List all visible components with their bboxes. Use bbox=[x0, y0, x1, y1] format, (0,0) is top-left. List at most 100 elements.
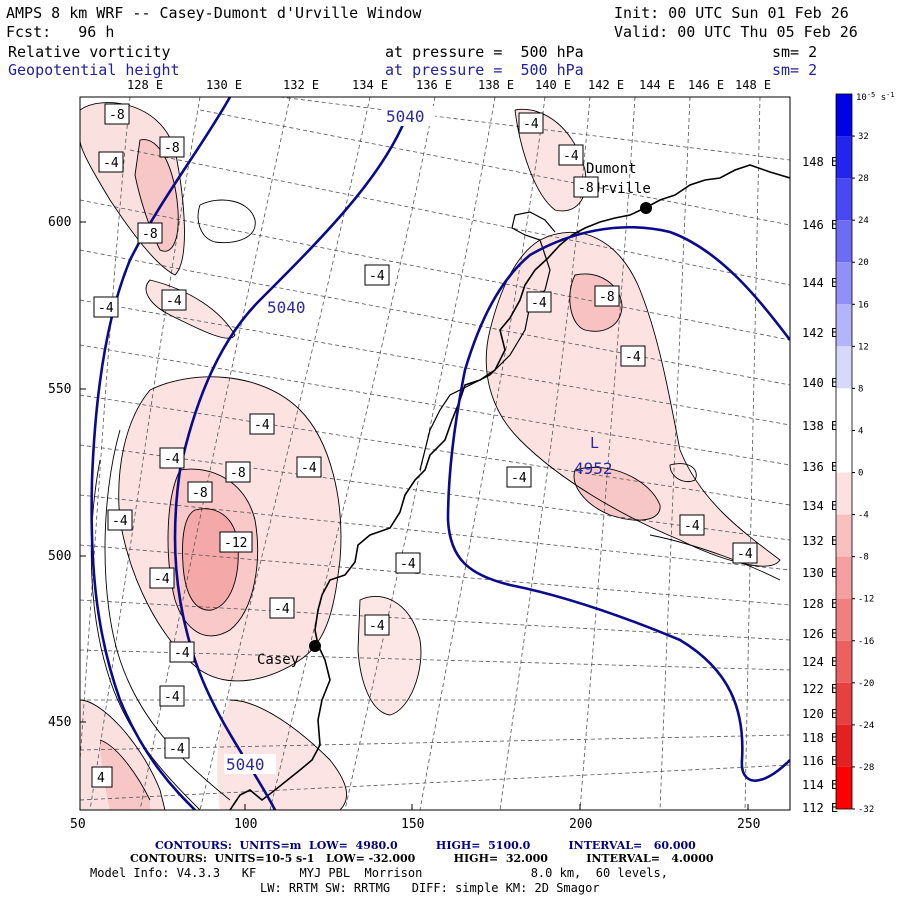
right-lat-label: 118 E bbox=[802, 731, 838, 745]
colorbar-cell bbox=[836, 430, 852, 473]
svg-text:-4: -4 bbox=[154, 572, 170, 587]
field1-smoothing: sm= 2 bbox=[772, 43, 818, 61]
vort-contour-1 bbox=[80, 102, 185, 276]
svg-text:-4: -4 bbox=[166, 294, 182, 309]
vort-label-box: -4 bbox=[249, 413, 275, 435]
parallel-9 bbox=[80, 444, 790, 541]
height-contour-middle bbox=[173, 119, 407, 810]
svg-text:-4: -4 bbox=[274, 602, 290, 617]
top-lon-label: 132 E bbox=[283, 78, 319, 92]
vort-label-box: -4 bbox=[364, 264, 390, 286]
colorbar-cell bbox=[836, 94, 852, 137]
y-tick-label: 550 bbox=[48, 382, 71, 397]
svg-text:-4: -4 bbox=[103, 156, 119, 171]
vort-label-box: -4 bbox=[161, 289, 187, 311]
svg-text:-12: -12 bbox=[224, 536, 247, 551]
svg-text:-4: -4 bbox=[164, 452, 180, 467]
svg-text:-4: -4 bbox=[369, 269, 385, 284]
colorbar-cell bbox=[836, 220, 852, 263]
colorbar-cells bbox=[836, 94, 852, 809]
svg-text:-4: -4 bbox=[511, 471, 527, 486]
meridian-7 bbox=[419, 97, 546, 810]
vort-contour-13 bbox=[357, 596, 422, 716]
vort-label-box: -4 bbox=[98, 151, 124, 173]
svg-text:-8: -8 bbox=[192, 486, 208, 501]
meridian-3 bbox=[139, 97, 291, 810]
svg-text:-4: -4 bbox=[369, 619, 385, 634]
vort-contour-16 bbox=[569, 273, 623, 332]
svg-text:-8: -8 bbox=[578, 181, 594, 196]
top-lon-label: 138 E bbox=[478, 78, 514, 92]
height-label: 4952 bbox=[574, 459, 613, 478]
top-lon-labels: 128 E 130 E 132 E 134 E 136 E 138 E 140 … bbox=[127, 78, 771, 92]
vort-label-box: -8 bbox=[159, 136, 185, 158]
svg-text:-4: -4 bbox=[523, 117, 539, 132]
right-lat-label: 126 E bbox=[802, 627, 838, 641]
vort-patch-right-low bbox=[574, 467, 661, 521]
meridian-11 bbox=[744, 97, 761, 810]
top-lon-label: 146 E bbox=[688, 78, 724, 92]
x-tick-label: 250 bbox=[737, 817, 760, 832]
colorbar-label: 12 bbox=[858, 342, 869, 352]
colorbar-label: -24 bbox=[858, 721, 874, 731]
meridian-4 bbox=[199, 97, 371, 810]
svg-text:-4: -4 bbox=[301, 461, 317, 476]
vort-label-box: -4 bbox=[159, 685, 185, 707]
vort-label-box: -4 bbox=[149, 567, 175, 589]
vort-contour-10 bbox=[80, 699, 166, 810]
vort-contour-15 bbox=[485, 231, 781, 567]
vort-label-box: -4 bbox=[518, 112, 544, 134]
x-tick-label: 150 bbox=[401, 817, 424, 832]
vort-label-box: -12 bbox=[219, 531, 253, 553]
parallel-3 bbox=[129, 149, 790, 286]
vort-label-box: -8 bbox=[104, 103, 130, 125]
parallel-5 bbox=[80, 249, 790, 386]
colorbar-cell bbox=[836, 178, 852, 221]
y-tick-label: 450 bbox=[48, 715, 71, 730]
vort-contour-19 bbox=[669, 463, 697, 483]
vort-label-box: -4 bbox=[732, 542, 758, 564]
vort-label-box: -4 bbox=[506, 466, 532, 488]
vort-label-box: -4 bbox=[679, 514, 705, 536]
vorticity-value-labels: -8 -8 -4 -8 -4 -4 -4 -4 -4 -8 -8 -4 -12 … bbox=[91, 103, 758, 788]
vort-contour-3 bbox=[145, 279, 236, 339]
vort-contour-17 bbox=[573, 466, 661, 521]
casey-station-marker bbox=[309, 640, 321, 652]
svg-text:-8: -8 bbox=[142, 227, 158, 242]
colorbar-cell bbox=[836, 682, 852, 725]
height-label: 5040 bbox=[226, 755, 265, 774]
svg-text:-4: -4 bbox=[112, 514, 128, 529]
right-lat-label: 120 E bbox=[802, 707, 838, 721]
dumont-station-marker bbox=[640, 202, 652, 214]
colorbar-cell bbox=[836, 472, 852, 515]
field2-level: at pressure = 500 hPa bbox=[385, 61, 584, 79]
plot-title: AMPS 8 km WRF -- Casey-Dumont d'Urville … bbox=[6, 4, 422, 22]
colorbar-label: 24 bbox=[858, 216, 869, 226]
vort-label-box: -4 bbox=[169, 641, 195, 663]
meridian-5 bbox=[269, 97, 436, 810]
vort-patch-bottom-center bbox=[217, 700, 347, 810]
height-contour-east bbox=[446, 226, 790, 782]
colorbar-cell bbox=[836, 640, 852, 683]
height-label: 5040 bbox=[386, 107, 425, 126]
colorbar-label: -4 bbox=[858, 511, 869, 521]
casey-label: Casey bbox=[257, 652, 299, 668]
colorbar-label: 0 bbox=[858, 469, 863, 479]
vort-patch-right bbox=[486, 232, 780, 567]
svg-text:-4: -4 bbox=[174, 646, 190, 661]
vort-contour-14 bbox=[514, 108, 587, 212]
vort-label-box: -8 bbox=[137, 222, 163, 244]
svg-text:-4: -4 bbox=[737, 547, 753, 562]
svg-text:-4: -4 bbox=[98, 301, 114, 316]
vort-label-box: -4 bbox=[558, 144, 584, 166]
height-contours bbox=[90, 97, 790, 810]
right-lat-label: 142 E bbox=[802, 326, 838, 340]
height-label: 5040 bbox=[267, 298, 306, 317]
right-lat-label: 140 E bbox=[802, 376, 838, 390]
right-lat-label: 134 E bbox=[802, 499, 838, 513]
vort-label-box: -8 bbox=[225, 461, 251, 483]
top-lon-label: 136 E bbox=[416, 78, 452, 92]
vort-contour-8 bbox=[104, 429, 231, 801]
colorbar-label: 8 bbox=[858, 384, 863, 394]
colorbar-unit: 10-5 s-1 bbox=[856, 91, 895, 103]
